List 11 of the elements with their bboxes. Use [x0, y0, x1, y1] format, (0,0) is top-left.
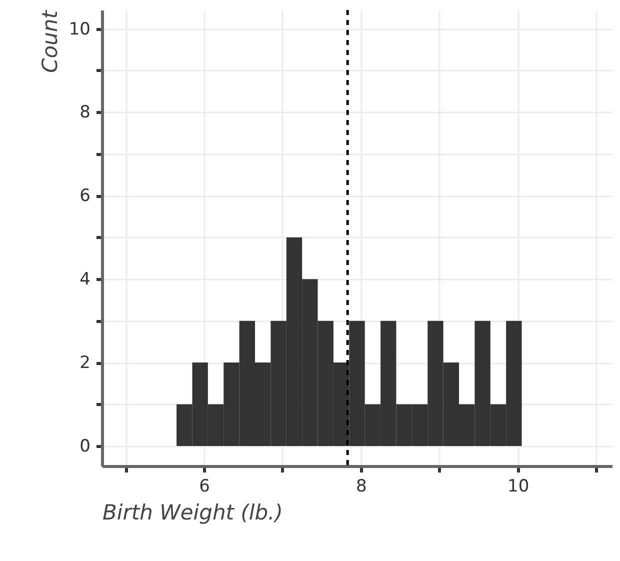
x-tick-label: 10 — [508, 476, 530, 496]
y-axis-title: Count — [38, 10, 62, 73]
y-tick-label: 2 — [80, 353, 90, 374]
y-tick-label: 6 — [80, 186, 90, 206]
x-tick-label: 8 — [356, 476, 367, 496]
y-tick-label: 4 — [80, 270, 90, 290]
y-tick-label: 10 — [68, 19, 90, 40]
x-tick-label: 6 — [199, 476, 210, 496]
x-axis-title: Birth Weight (lb.) — [102, 500, 283, 524]
y-tick-label: 8 — [80, 102, 90, 123]
y-tick-label: 0 — [80, 436, 90, 456]
